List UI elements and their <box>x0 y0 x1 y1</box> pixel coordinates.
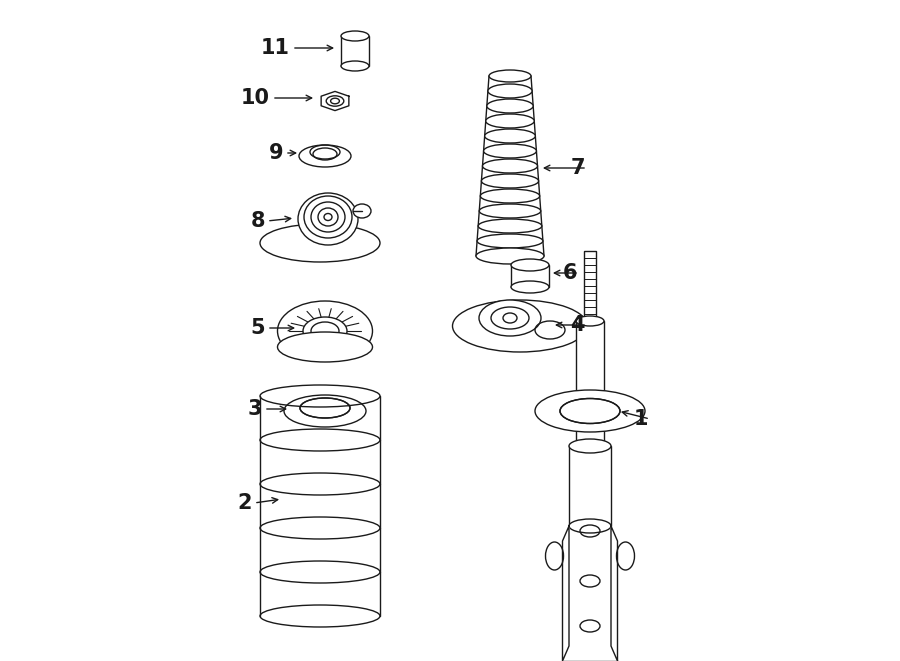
Text: 1: 1 <box>634 409 648 429</box>
Ellipse shape <box>616 542 634 570</box>
Polygon shape <box>611 526 617 661</box>
Ellipse shape <box>545 542 563 570</box>
Ellipse shape <box>299 145 351 167</box>
Bar <box>584 251 596 321</box>
Ellipse shape <box>476 248 544 264</box>
Ellipse shape <box>479 300 541 336</box>
Text: 8: 8 <box>250 211 265 231</box>
Ellipse shape <box>569 439 611 453</box>
Ellipse shape <box>353 204 371 218</box>
Ellipse shape <box>576 441 604 451</box>
Ellipse shape <box>569 519 611 533</box>
Ellipse shape <box>277 301 373 361</box>
Text: 11: 11 <box>261 38 290 58</box>
Ellipse shape <box>453 300 588 352</box>
Text: 3: 3 <box>248 399 262 419</box>
Ellipse shape <box>482 159 537 173</box>
Text: 6: 6 <box>562 263 577 283</box>
Text: 9: 9 <box>268 143 283 163</box>
Ellipse shape <box>482 174 538 188</box>
Text: 10: 10 <box>241 88 270 108</box>
Ellipse shape <box>489 70 531 82</box>
Bar <box>341 36 369 66</box>
Ellipse shape <box>535 390 645 432</box>
Ellipse shape <box>478 219 542 233</box>
Bar <box>569 446 611 526</box>
Ellipse shape <box>483 144 536 158</box>
Ellipse shape <box>576 316 604 326</box>
Ellipse shape <box>260 224 380 262</box>
Ellipse shape <box>477 234 543 248</box>
Ellipse shape <box>488 84 532 98</box>
Ellipse shape <box>300 398 350 418</box>
Ellipse shape <box>479 204 541 218</box>
Ellipse shape <box>511 259 549 271</box>
Text: 4: 4 <box>571 315 585 335</box>
Ellipse shape <box>486 114 535 128</box>
Ellipse shape <box>277 332 373 362</box>
Ellipse shape <box>298 193 358 245</box>
Ellipse shape <box>485 129 536 143</box>
Ellipse shape <box>560 399 620 424</box>
Text: 2: 2 <box>238 493 252 513</box>
Text: 7: 7 <box>571 158 585 178</box>
Ellipse shape <box>341 61 369 71</box>
Ellipse shape <box>313 148 337 160</box>
Ellipse shape <box>303 317 347 345</box>
Ellipse shape <box>487 99 533 113</box>
Bar <box>576 321 604 446</box>
Ellipse shape <box>284 395 366 427</box>
Ellipse shape <box>481 189 540 203</box>
Ellipse shape <box>341 31 369 41</box>
Text: 5: 5 <box>250 318 265 338</box>
Bar <box>511 265 549 287</box>
Ellipse shape <box>511 281 549 293</box>
Polygon shape <box>562 526 569 661</box>
